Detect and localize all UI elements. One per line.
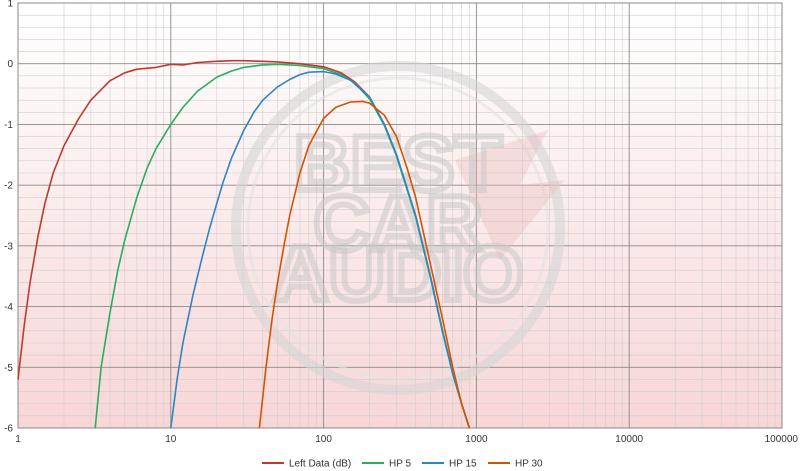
watermark-logo: BEST CAR AUDIO [231, 61, 565, 395]
y-tick-label: 1 [7, 0, 13, 10]
y-tick-label: -3 [4, 241, 13, 252]
series-line-2 [170, 70, 471, 429]
y-tick-label: -6 [4, 424, 13, 435]
y-tick-label: 0 [7, 59, 13, 70]
plot-background [18, 3, 782, 428]
legend-label-0: Left Data (dB) [289, 459, 351, 470]
axis-tick-labels: 10-1-2-3-4-5-61 10 100 1000 10000 100000 [4, 0, 798, 445]
legend: Left Data (dB) HP 5 HP 15 HP 30 [262, 459, 543, 470]
y-tick-label: -1 [4, 120, 13, 131]
legend-label-2: HP 15 [449, 459, 477, 470]
x-tick-label: 100000 [765, 434, 799, 445]
series-layer [17, 59, 471, 429]
x-tick-label: 10 [165, 434, 177, 445]
x-tick-label: 1 [15, 434, 21, 445]
y-tick-label: -5 [4, 363, 13, 374]
legend-label-1: HP 5 [389, 459, 411, 470]
watermark-text-car: CAR [314, 179, 483, 267]
legend-label-3: HP 30 [515, 459, 543, 470]
y-tick-label: -2 [4, 181, 13, 192]
y-tick-label: -4 [4, 302, 13, 313]
x-tick-label: 100 [315, 434, 332, 445]
x-tick-label: 1000 [465, 434, 488, 445]
x-tick-label: 10000 [615, 434, 643, 445]
minor-gridlines [18, 3, 782, 428]
series-line-3 [258, 100, 471, 429]
watermark-text-audio: AUDIO [272, 229, 523, 317]
plot-border [17, 2, 783, 429]
